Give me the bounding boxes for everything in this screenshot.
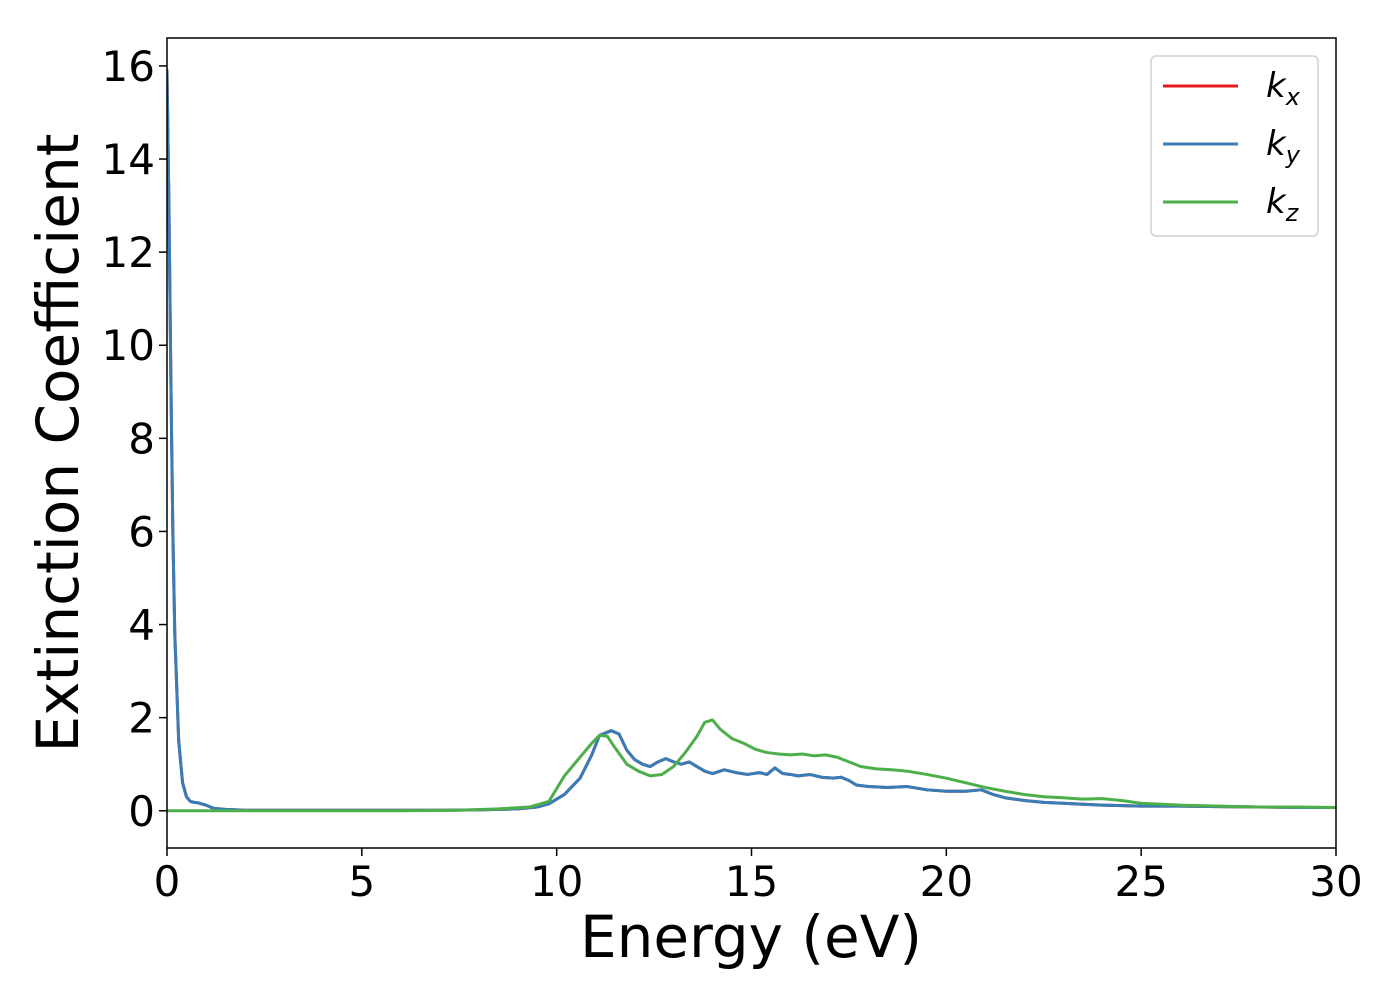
legend-label-base: k (1266, 66, 1287, 106)
legend-label-subscript: x (1285, 83, 1301, 111)
series-line-kz (167, 718, 1336, 813)
x-axis-label: Energy (eV) (580, 903, 922, 971)
x-tick-label: 10 (530, 857, 583, 906)
y-axis-label: Extinction Coefficient (24, 134, 92, 753)
y-tick-label: 8 (128, 414, 155, 463)
legend-label-kz: kz (1266, 182, 1300, 227)
x-tick-label: 20 (920, 857, 973, 906)
x-tick-label: 25 (1114, 857, 1167, 906)
x-tick-label: 15 (725, 857, 778, 906)
plot-area (166, 37, 1337, 849)
legend-label-subscript: y (1285, 141, 1301, 169)
y-tick-label: 6 (128, 507, 155, 556)
legend-label-ky: ky (1266, 124, 1301, 169)
legend-box (1150, 55, 1319, 237)
series-layer (167, 69, 1336, 813)
plot-frame (166, 37, 1337, 849)
legend-label-kx: kx (1266, 66, 1301, 111)
legend-label-base: k (1266, 124, 1287, 164)
y-tick-label: 10 (102, 321, 155, 370)
y-tick-label: 16 (102, 42, 155, 91)
y-tick-label: 0 (128, 787, 155, 836)
y-tick-label: 14 (102, 135, 155, 184)
legend-label-base: k (1266, 182, 1287, 222)
y-tick-label: 12 (102, 228, 155, 277)
x-tick-label: 30 (1309, 857, 1362, 906)
x-tick-label: 0 (154, 857, 181, 906)
legend-label-subscript: z (1285, 199, 1300, 227)
y-tick-label: 2 (128, 694, 155, 743)
y-tick-label: 4 (128, 601, 155, 650)
ticks-layer: 0 5 10 15 20 25 30 0 2 4 6 8 10 12 14 16 (102, 42, 1363, 906)
x-tick-label: 5 (348, 857, 375, 906)
